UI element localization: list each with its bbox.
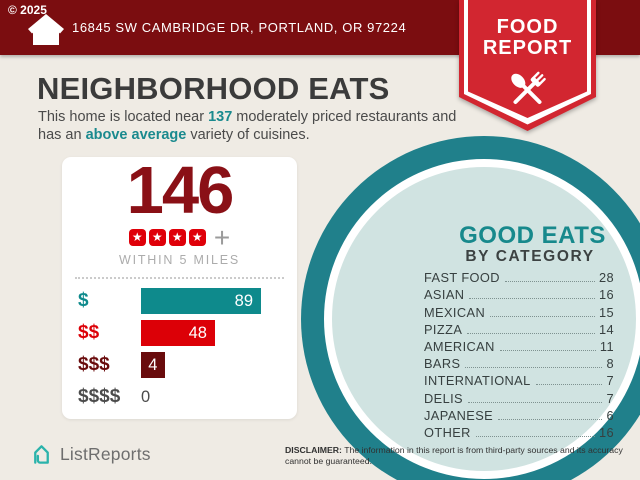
category-label: ASIAN [424,287,465,303]
bar: 89 [141,288,261,314]
dotted-leader [535,384,603,386]
list-item: AMERICAN 11 [424,337,614,354]
price-tier-row: $$$$ 0 [62,384,297,410]
stats-card: 146 ★ ★ ★ ★ + WITHIN 5 MILES $ 89 $$ 48 $$$ [62,153,297,419]
category-value: 28 [598,270,614,286]
listreports-logo: ListReports [30,443,151,466]
category-label: AMERICAN [424,338,495,354]
category-value: 15 [598,304,614,320]
price-tier-row: $$ 48 [62,320,297,346]
star-icon: ★ [128,229,146,246]
bar-value: 48 [188,324,207,342]
home-icon [27,11,65,54]
dotted-leader [467,332,595,334]
price-tier-label: $$$$ [78,386,121,407]
list-item: MEXICAN 15 [424,302,614,320]
list-item: BARS 8 [424,354,614,371]
list-item: OTHER 16 [424,423,614,440]
category-value: 7 [606,390,614,406]
dotted-leader [490,315,595,317]
bar-track: 89 [141,288,297,314]
category-label: INTERNATIONAL [424,373,531,389]
summary-post: variety of cuisines. [186,127,310,143]
list-item: ASIAN 16 [424,285,614,302]
rating-stars: ★ ★ ★ ★ [128,229,206,246]
bar-value: 4 [148,356,158,374]
summary-text: This home is located near 137 moderately… [38,108,468,144]
dotted-leader [468,401,603,403]
total-restaurants-number: 146 [126,153,235,228]
dotted-leader [498,418,603,420]
disclaimer-text: DISCLAIMER: The information in this repo… [285,445,623,467]
copyright-text: © 2025 [8,3,47,17]
bar: 4 [141,352,166,378]
star-icon: ★ [188,229,206,246]
category-value: 6 [606,407,614,423]
restaurant-count: 137 [208,109,233,125]
price-tier-label: $ [78,290,89,311]
star-icon: ★ [168,229,186,246]
category-value: 16 [598,287,614,303]
category-list: FAST FOOD 28 ASIAN 16 MEXICAN 15 PIZZA 14 AM… [424,268,614,440]
category-value: 16 [598,424,614,440]
list-item: JAPANESE 6 [424,406,614,423]
food-report-badge: FOOD REPORT [459,0,596,132]
category-label: BARS [424,356,461,372]
category-label: JAPANESE [424,407,494,423]
category-label: PIZZA [424,321,463,337]
disclaimer-body: The information in this report is from t… [285,445,623,466]
summary-pre: This home is located near [38,109,209,125]
variety-highlight: above average [85,127,187,143]
category-value: 7 [606,373,614,389]
dotted-leader [469,298,595,300]
logo-text: ListReports [60,444,151,464]
list-item: INTERNATIONAL 7 [424,371,614,388]
bar-track: 4 [141,352,297,378]
star-icon: ★ [148,229,166,246]
plus-sign: + [213,222,231,253]
list-item: DELIS 7 [424,388,614,406]
page-title: NEIGHBORHOOD EATS [37,71,390,106]
bar: 0 [141,384,297,410]
price-tier-chart: $ 89 $$ 48 $$$ 4 $$$$ 0 [62,288,297,410]
summary-mid: moderately priced restaurants and has an [38,109,457,143]
dotted-leader [504,281,595,283]
price-tier-label: $$$ [78,354,110,375]
good-eats-title: GOOD EATS [459,222,606,249]
price-tier-label: $$ [78,322,100,343]
category-label: FAST FOOD [424,270,500,286]
dotted-leader [499,349,596,351]
listreports-house-icon [34,445,49,464]
bar-value: 89 [234,292,253,310]
crossed-utensils-icon [511,71,546,105]
category-label: DELIS [424,390,463,406]
badge-ribbon-shape [459,0,596,131]
bar-track: 48 [141,320,297,346]
dotted-leader [465,367,603,369]
category-value: 8 [606,356,614,372]
good-eats-circle [324,159,640,479]
bar-value: 0 [141,388,151,406]
radius-label: WITHIN 5 MILES [118,253,241,267]
dotted-divider [75,277,284,279]
category-label: OTHER [424,424,471,440]
bar: 48 [141,320,215,346]
category-label: MEXICAN [424,304,486,320]
dotted-leader [475,435,595,437]
price-tier-row: $ 89 [62,288,297,314]
rating-row: ★ ★ ★ ★ + [62,222,297,253]
property-address: 16845 SW CAMBRIDGE DR, PORTLAND, OR 9722… [72,20,407,35]
good-eats-subtitle: BY CATEGORY [465,248,595,265]
category-value: 11 [599,338,614,354]
badge-title-line1: FOOD [496,16,559,38]
category-value: 14 [598,321,614,337]
list-item: FAST FOOD 28 [424,268,614,285]
badge-title-line2: REPORT [482,37,573,59]
disclaimer-label: DISCLAIMER: [285,445,342,455]
list-item: PIZZA 14 [424,320,614,337]
price-tier-row: $$$ 4 [62,352,297,378]
bar-track: 0 [141,384,297,410]
